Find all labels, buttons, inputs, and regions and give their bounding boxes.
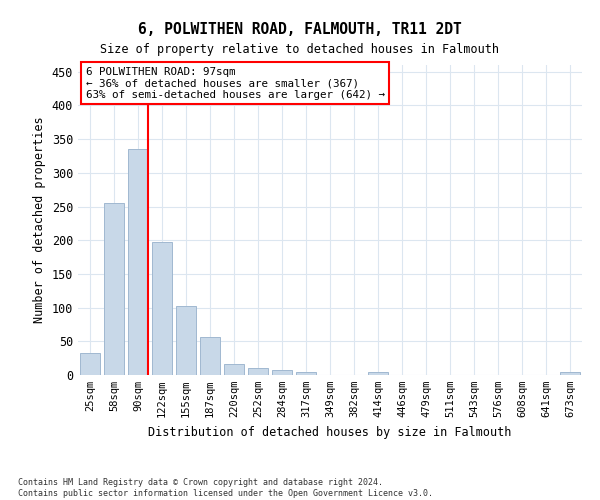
Bar xyxy=(152,242,172,375)
Bar xyxy=(272,370,292,375)
Text: Contains HM Land Registry data © Crown copyright and database right 2024.
Contai: Contains HM Land Registry data © Crown c… xyxy=(18,478,433,498)
Y-axis label: Number of detached properties: Number of detached properties xyxy=(33,116,46,324)
Text: 6 POLWITHEN ROAD: 97sqm
← 36% of detached houses are smaller (367)
63% of semi-d: 6 POLWITHEN ROAD: 97sqm ← 36% of detache… xyxy=(86,66,385,100)
Bar xyxy=(128,149,148,375)
Bar xyxy=(224,364,244,375)
Bar xyxy=(104,203,124,375)
Bar xyxy=(176,306,196,375)
Bar xyxy=(560,372,580,375)
Bar xyxy=(368,372,388,375)
Bar xyxy=(296,372,316,375)
Bar xyxy=(80,353,100,375)
Bar xyxy=(248,368,268,375)
Text: 6, POLWITHEN ROAD, FALMOUTH, TR11 2DT: 6, POLWITHEN ROAD, FALMOUTH, TR11 2DT xyxy=(138,22,462,38)
X-axis label: Distribution of detached houses by size in Falmouth: Distribution of detached houses by size … xyxy=(148,426,512,438)
Bar xyxy=(200,336,220,375)
Text: Size of property relative to detached houses in Falmouth: Size of property relative to detached ho… xyxy=(101,42,499,56)
